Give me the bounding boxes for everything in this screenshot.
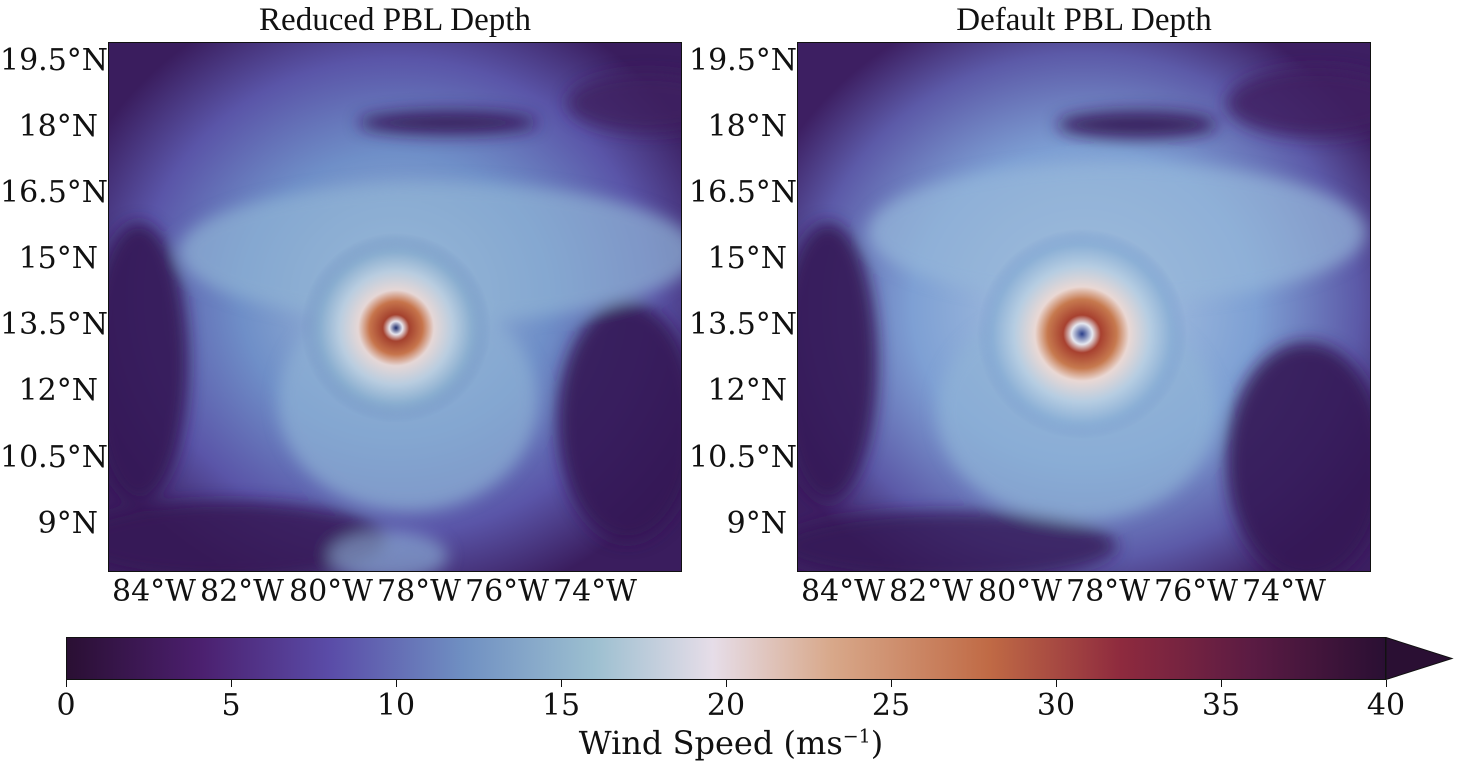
lat-label: 18°N xyxy=(18,109,98,144)
colorbar-tick-label: 35 xyxy=(1201,688,1241,723)
colorbar-label: Wind Speed (ms−1) xyxy=(578,724,884,762)
lon-label: 74°W xyxy=(553,574,638,609)
lon-label: 84°W xyxy=(112,574,197,609)
lon-label: 82°W xyxy=(889,574,974,609)
lon-label: 78°W xyxy=(377,574,462,609)
lat-label: 16.5°N xyxy=(0,175,109,210)
lat-label: 19.5°N xyxy=(0,43,109,78)
colorbar-tick xyxy=(1056,680,1057,687)
colorbar-tick-label: 20 xyxy=(706,688,746,723)
lon-label: 76°W xyxy=(1154,574,1239,609)
lon-label: 80°W xyxy=(289,574,374,609)
colorbar-tick-label: 25 xyxy=(871,688,911,723)
lon-label: 78°W xyxy=(1066,574,1151,609)
lon-label: 76°W xyxy=(465,574,550,609)
lat-label: 15°N xyxy=(707,241,787,276)
lat-label: 12°N xyxy=(18,373,98,408)
colorbar-tick xyxy=(396,680,397,687)
map-default-pbl xyxy=(797,42,1371,572)
colorbar-tick xyxy=(1386,680,1387,687)
lat-label: 18°N xyxy=(707,109,787,144)
panel-title-right: Default PBL Depth xyxy=(956,2,1212,38)
lat-label: 10.5°N xyxy=(689,440,798,475)
lon-label: 84°W xyxy=(801,574,886,609)
colorbar-tick-label: 0 xyxy=(56,688,76,723)
colorbar-tick xyxy=(1221,680,1222,687)
lon-label: 82°W xyxy=(200,574,285,609)
colorbar xyxy=(66,637,1386,680)
lat-label: 12°N xyxy=(707,373,787,408)
lat-label: 13.5°N xyxy=(689,307,798,342)
lat-label: 15°N xyxy=(18,241,98,276)
lat-label: 19.5°N xyxy=(689,43,798,78)
lat-label: 16.5°N xyxy=(689,175,798,210)
colorbar-tick-label: 10 xyxy=(376,688,416,723)
lat-label: 10.5°N xyxy=(0,440,109,475)
colorbar-extend-arrow xyxy=(1386,637,1454,680)
lon-label: 80°W xyxy=(978,574,1063,609)
colorbar-tick xyxy=(891,680,892,687)
colorbar-tick xyxy=(66,680,67,687)
panel-title-left: Reduced PBL Depth xyxy=(259,2,531,38)
lat-label: 13.5°N xyxy=(0,307,109,342)
colorbar-tick-label: 5 xyxy=(221,688,241,723)
colorbar-tick xyxy=(231,680,232,687)
colorbar-tick-label: 15 xyxy=(541,688,581,723)
lat-label: 9°N xyxy=(726,506,787,541)
lat-label: 9°N xyxy=(37,506,98,541)
colorbar-tick-label: 40 xyxy=(1366,688,1406,723)
map-reduced-pbl xyxy=(108,42,682,572)
colorbar-tick xyxy=(561,680,562,687)
lon-label: 74°W xyxy=(1242,574,1327,609)
colorbar-tick xyxy=(726,680,727,687)
colorbar-tick-label: 30 xyxy=(1036,688,1076,723)
